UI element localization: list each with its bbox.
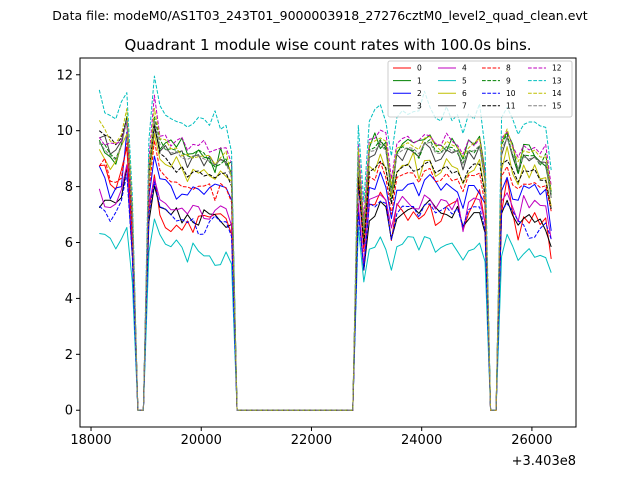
figure-suptitle: Data file: modeM0/AS1T03_243T01_90000039… [52, 8, 587, 23]
y-tick-label: 6 [65, 236, 73, 251]
series-line-15 [98, 119, 552, 411]
series-line-2 [98, 131, 552, 411]
y-axis: 0 2 4 6 8 10 12 [56, 68, 80, 419]
legend-label-1: 1 [417, 76, 422, 85]
y-tick-label: 4 [65, 292, 73, 307]
legend-label-5: 5 [462, 76, 467, 85]
legend-frame [387, 60, 573, 118]
series-line-3 [98, 166, 552, 411]
legend-label-2: 2 [417, 89, 422, 98]
y-tick-label: 8 [65, 180, 73, 195]
legend-label-0: 0 [417, 64, 422, 73]
legend-label-3: 3 [417, 102, 422, 111]
x-tick-label: 24000 [401, 433, 442, 448]
legend-label-13: 13 [552, 76, 562, 85]
x-tick-label: 22000 [291, 433, 332, 448]
series-line-13 [98, 75, 552, 411]
series-line-12 [98, 94, 552, 411]
series-line-14 [98, 107, 552, 411]
x-tick-label: 18000 [70, 433, 111, 448]
series-line-5 [99, 218, 552, 411]
series-line-6 [98, 132, 552, 411]
legend-label-12: 12 [552, 64, 562, 73]
x-axis: 18000 20000 22000 24000 26000 [70, 427, 553, 448]
y-tick-label: 2 [65, 348, 73, 363]
chart-title: Quadrant 1 module wise count rates with … [124, 36, 531, 54]
x-axis-offset-label: +3.403e8 [512, 454, 576, 469]
y-tick-label: 0 [65, 404, 73, 419]
legend-label-10: 10 [506, 89, 516, 98]
legend-label-6: 6 [462, 89, 467, 98]
legend-label-7: 7 [462, 102, 467, 111]
legend-label-14: 14 [552, 89, 562, 98]
y-tick-label: 10 [56, 124, 73, 139]
y-tick-label: 12 [56, 68, 73, 83]
legend-label-11: 11 [506, 102, 516, 111]
series-line-10 [98, 173, 552, 411]
series-group [98, 75, 552, 411]
legend-label-15: 15 [552, 102, 562, 111]
x-tick-label: 26000 [511, 433, 552, 448]
legend-label-9: 9 [506, 76, 511, 85]
x-tick-label: 20000 [181, 433, 222, 448]
legend-label-4: 4 [462, 64, 467, 73]
legend-label-8: 8 [506, 64, 511, 73]
